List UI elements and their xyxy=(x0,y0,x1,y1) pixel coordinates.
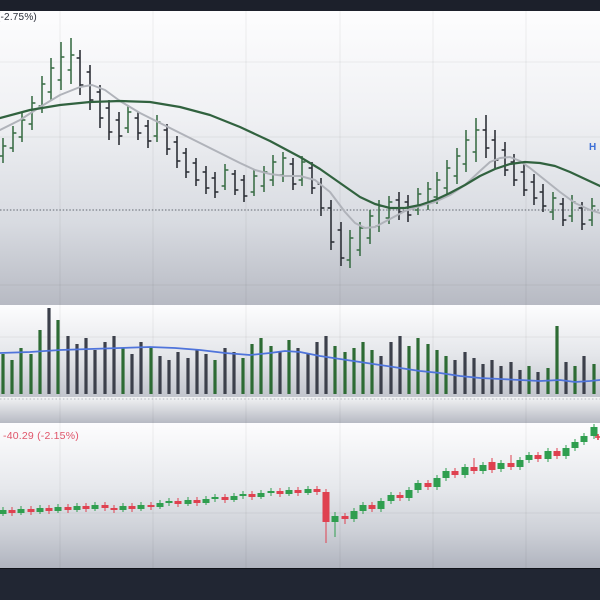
top-toolbar[interactable] xyxy=(0,0,600,11)
price-change-label: (-2.75%) xyxy=(0,12,37,23)
bottom-toolbar[interactable] xyxy=(0,568,600,600)
blue-h-label: H xyxy=(589,142,597,153)
collapsed-pane[interactable] xyxy=(0,397,600,423)
comparison-legend-label: -40.29 (-2.15%) xyxy=(3,430,79,442)
comparison-pane[interactable] xyxy=(0,423,600,568)
